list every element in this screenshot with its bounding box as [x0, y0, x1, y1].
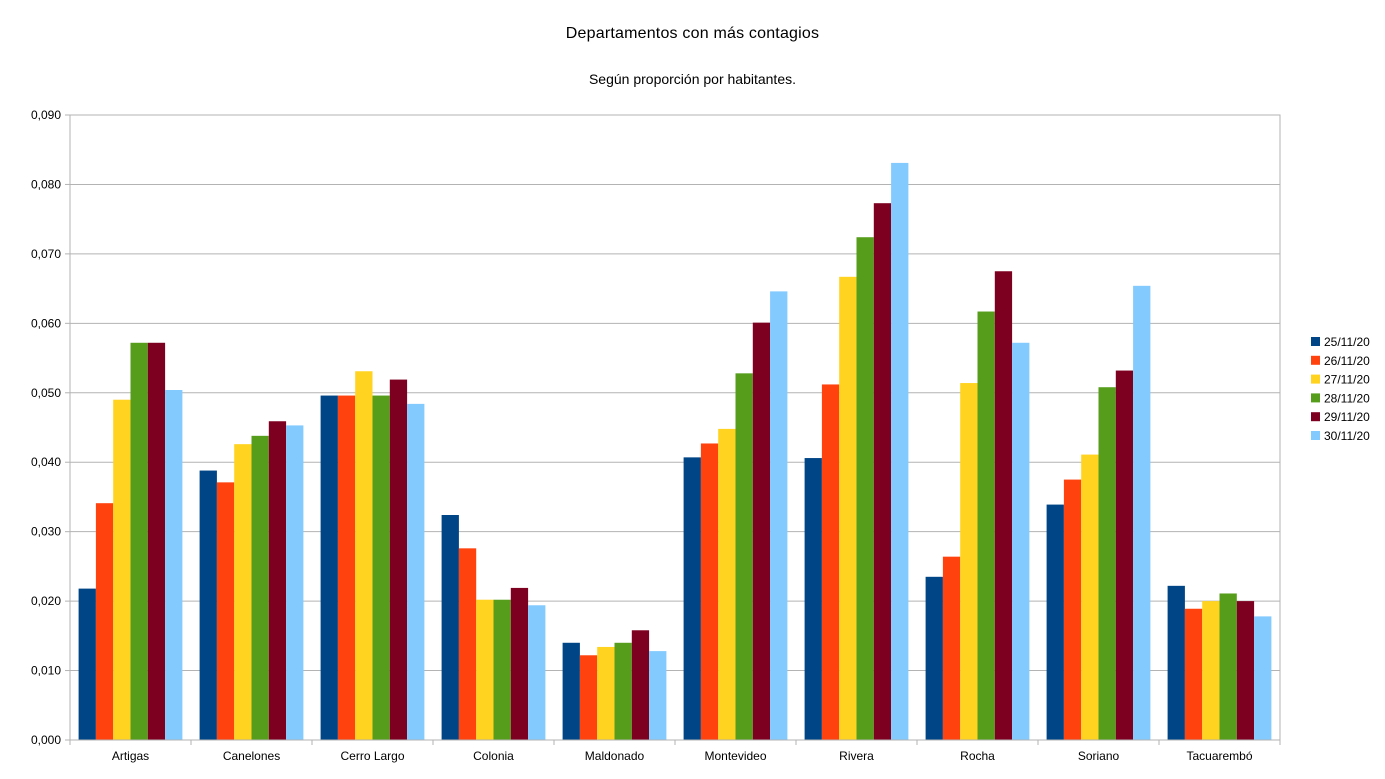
y-tick-label: 0,040 [31, 455, 61, 469]
bar [683, 457, 701, 740]
bar [1254, 616, 1272, 740]
bar [130, 342, 148, 740]
bar [1219, 593, 1237, 740]
bar [1184, 608, 1203, 740]
bar [510, 587, 529, 740]
bar [891, 162, 909, 740]
bar [95, 503, 114, 740]
chart-title: Departamentos con más contagios [565, 25, 820, 42]
bar [78, 588, 96, 740]
bar [147, 342, 166, 740]
bar [631, 630, 650, 740]
legend-label: 26/11/20 [1324, 354, 1370, 368]
legend-label: 28/11/20 [1324, 391, 1370, 405]
bar [355, 371, 373, 740]
bar [389, 379, 408, 740]
bar [1081, 454, 1099, 740]
bar [718, 428, 736, 740]
bar [821, 384, 840, 740]
y-tick-label: 0,020 [31, 594, 61, 608]
x-tick-label: Tacuarembó [1186, 749, 1252, 763]
chart-subtitle: Según proporción por habitantes. [588, 71, 797, 87]
x-tick-label: Colonia [473, 749, 514, 763]
bar [1098, 387, 1116, 740]
legend-swatch [1311, 355, 1320, 365]
bar [493, 599, 511, 740]
y-tick-label: 0,010 [31, 664, 61, 678]
x-tick-label: Artigas [112, 749, 149, 763]
legend-swatch [1311, 431, 1320, 440]
y-tick-label: 0,030 [31, 525, 61, 539]
bar [1046, 504, 1064, 740]
bar [165, 390, 183, 740]
bar [458, 548, 477, 740]
bar [234, 444, 252, 740]
legend-label: 30/11/20 [1324, 429, 1370, 443]
bar [579, 655, 598, 740]
legend-swatch [1311, 393, 1320, 403]
bar [251, 435, 269, 740]
bar [649, 651, 667, 740]
y-tick-label: 0,060 [31, 316, 61, 330]
bar [562, 642, 580, 740]
legend-swatch [1311, 374, 1320, 384]
bar [216, 482, 235, 740]
bar [113, 399, 131, 740]
bar [320, 395, 338, 740]
bar [839, 276, 857, 740]
bar [960, 383, 978, 740]
bar [752, 322, 771, 740]
bar [476, 599, 494, 740]
bar [735, 373, 753, 740]
bar [770, 291, 788, 740]
y-tick-label: 0,000 [31, 733, 61, 747]
x-tick-label: Cerro Largo [340, 749, 404, 763]
x-tick-label: Montevideo [704, 749, 766, 763]
y-tick-label: 0,080 [31, 177, 61, 191]
x-tick-label: Rivera [839, 749, 874, 763]
bar [337, 395, 356, 740]
bar [1115, 370, 1134, 740]
y-tick-label: 0,090 [31, 108, 61, 122]
x-tick-label: Soriano [1078, 749, 1120, 763]
legend-label: 29/11/20 [1324, 410, 1370, 424]
bar [925, 576, 943, 740]
x-tick-label: Rocha [960, 749, 995, 763]
bar [1202, 601, 1220, 740]
bar [700, 443, 719, 740]
bar [1133, 285, 1151, 740]
bar [1236, 601, 1255, 740]
legend-label: 25/11/20 [1324, 335, 1370, 349]
legend-swatch [1311, 337, 1320, 346]
bar [873, 203, 892, 740]
bar [286, 425, 304, 740]
x-tick-label: Maldonado [585, 749, 645, 763]
bar [407, 403, 425, 740]
bar [372, 395, 390, 740]
x-tick-label: Canelones [223, 749, 280, 763]
bar [942, 556, 961, 740]
bar [804, 458, 822, 740]
bar [994, 271, 1013, 740]
legend-label: 27/11/20 [1324, 373, 1370, 387]
bar [441, 515, 459, 740]
bar [268, 421, 287, 740]
bar [597, 646, 615, 740]
y-tick-label: 0,070 [31, 247, 61, 261]
bar [528, 605, 546, 740]
bar [614, 642, 632, 740]
y-tick-label: 0,050 [31, 386, 61, 400]
bar [856, 237, 874, 740]
bar [1063, 479, 1082, 740]
bar [1012, 342, 1030, 740]
bar [977, 311, 995, 740]
bar [199, 470, 217, 740]
legend-swatch [1311, 412, 1320, 422]
bar [1167, 585, 1185, 740]
